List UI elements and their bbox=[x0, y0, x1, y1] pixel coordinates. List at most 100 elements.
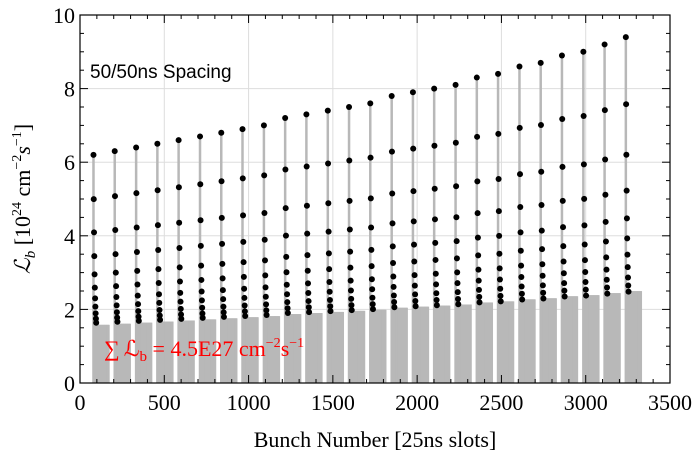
luminosity-point bbox=[305, 280, 312, 287]
luminosity-point bbox=[347, 277, 354, 284]
luminosity-point bbox=[476, 299, 483, 306]
luminosity-point bbox=[602, 218, 609, 225]
luminosity-point bbox=[538, 201, 545, 208]
luminosity-point bbox=[178, 311, 185, 318]
y-axis-symbol-sub: b bbox=[23, 250, 39, 258]
luminosity-point bbox=[133, 224, 140, 231]
luminosity-point bbox=[198, 288, 205, 295]
luminosity-point bbox=[282, 205, 289, 212]
luminosity-point bbox=[412, 298, 419, 305]
luminosity-point bbox=[197, 217, 204, 224]
luminosity-bar bbox=[406, 307, 408, 383]
luminosity-point bbox=[390, 292, 397, 299]
luminosity-point bbox=[111, 193, 118, 200]
sum-luminosity-annotation: ∑ ℒb = 4.5E27 cm−2s−1 bbox=[104, 336, 304, 365]
luminosity-point bbox=[175, 137, 182, 144]
luminosity-point bbox=[111, 148, 118, 155]
luminosity-point bbox=[367, 100, 374, 107]
luminosity-point bbox=[497, 298, 504, 305]
luminosity-point bbox=[154, 222, 161, 229]
luminosity-point bbox=[433, 281, 440, 288]
luminosity-point bbox=[537, 59, 544, 66]
y-axis-symbol: ℒ bbox=[10, 257, 35, 274]
luminosity-point bbox=[454, 289, 461, 296]
annotation-lum: ℒ bbox=[124, 336, 140, 361]
luminosity-point bbox=[261, 209, 268, 216]
luminosity-point bbox=[603, 276, 610, 283]
x-axis-title: Bunch Number [25ns slots] bbox=[254, 427, 497, 452]
luminosity-point bbox=[219, 287, 226, 294]
luminosity-bar bbox=[534, 299, 536, 383]
luminosity-point bbox=[624, 264, 631, 271]
luminosity-point bbox=[304, 267, 311, 274]
luminosity-point bbox=[453, 214, 460, 221]
luminosity-point bbox=[133, 144, 140, 151]
luminosity-point bbox=[90, 151, 97, 158]
luminosity-point bbox=[369, 301, 376, 308]
luminosity-point bbox=[284, 299, 291, 306]
luminosity-point bbox=[156, 307, 163, 314]
luminosity-point bbox=[623, 151, 630, 158]
luminosity-point bbox=[282, 232, 289, 239]
luminosity-point bbox=[239, 175, 246, 182]
luminosity-point bbox=[388, 148, 395, 155]
luminosity-point bbox=[454, 280, 461, 287]
luminosity-point bbox=[519, 296, 526, 303]
y-tick-labels: 0 2 4 6 8 10 bbox=[53, 3, 75, 396]
luminosity-point bbox=[199, 314, 206, 321]
luminosity-point bbox=[624, 235, 631, 242]
luminosity-bar bbox=[193, 320, 195, 383]
luminosity-bar bbox=[555, 298, 557, 383]
luminosity-point bbox=[474, 234, 481, 241]
luminosity-point bbox=[602, 238, 609, 245]
luminosity-point bbox=[240, 273, 247, 280]
luminosity-point bbox=[517, 229, 524, 236]
luminosity-point bbox=[91, 229, 98, 236]
luminosity-point bbox=[240, 212, 247, 219]
luminosity-point bbox=[583, 292, 590, 299]
luminosity-point bbox=[220, 296, 227, 303]
stems-layer bbox=[92, 37, 628, 383]
luminosity-point bbox=[219, 275, 226, 282]
luminosity-point bbox=[324, 107, 331, 114]
luminosity-point bbox=[432, 270, 439, 277]
luminosity-bar bbox=[150, 322, 153, 383]
luminosity-point bbox=[176, 219, 183, 226]
luminosity-point bbox=[282, 115, 289, 122]
luminosity-point bbox=[348, 302, 355, 309]
luminosity-point bbox=[262, 284, 269, 291]
luminosity-point bbox=[325, 228, 332, 235]
luminosity-point bbox=[346, 197, 353, 204]
luminosity-point bbox=[326, 288, 333, 295]
luminosity-point bbox=[431, 142, 438, 149]
y-axis-exp1: 24 bbox=[10, 202, 25, 216]
luminosity-point bbox=[177, 289, 184, 296]
luminosity-point bbox=[432, 239, 439, 246]
luminosity-point bbox=[539, 282, 546, 289]
luminosity-point bbox=[474, 178, 481, 185]
luminosity-point bbox=[624, 274, 631, 281]
luminosity-point bbox=[155, 266, 162, 273]
luminosity-point bbox=[560, 224, 567, 231]
luminosity-bar bbox=[598, 295, 600, 383]
luminosity-point bbox=[412, 291, 419, 298]
luminosity-point bbox=[454, 269, 461, 276]
luminosity-bar bbox=[619, 293, 621, 383]
luminosity-point bbox=[411, 272, 418, 279]
luminosity-point bbox=[346, 104, 353, 110]
x-tick-label: 3500 bbox=[648, 390, 692, 415]
luminosity-point bbox=[409, 89, 416, 96]
luminosity-point bbox=[411, 282, 418, 289]
luminosity-point bbox=[518, 273, 525, 280]
luminosity-point bbox=[260, 122, 267, 129]
luminosity-point bbox=[433, 296, 440, 303]
luminosity-point bbox=[473, 74, 480, 81]
luminosity-point bbox=[539, 261, 546, 268]
luminosity-point bbox=[156, 312, 163, 319]
luminosity-point bbox=[603, 254, 610, 261]
luminosity-point bbox=[624, 251, 631, 258]
luminosity-point bbox=[263, 307, 270, 314]
luminosity-bar bbox=[640, 291, 643, 383]
luminosity-bar bbox=[576, 296, 579, 383]
luminosity-bar bbox=[470, 304, 472, 383]
